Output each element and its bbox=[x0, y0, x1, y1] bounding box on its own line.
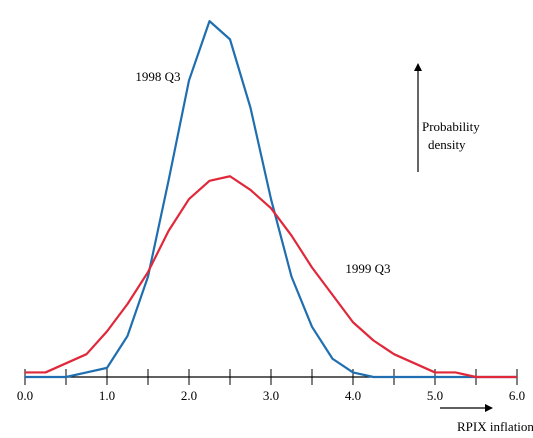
x-tick-label: 0.0 bbox=[17, 388, 33, 403]
x-tick-label: 5.0 bbox=[427, 388, 443, 403]
x-tick-label: 1.0 bbox=[99, 388, 115, 403]
series-line bbox=[25, 20, 517, 379]
y-label: density bbox=[428, 137, 466, 152]
series-label: 1999 Q3 bbox=[345, 261, 390, 276]
series-line bbox=[25, 175, 517, 379]
series-label: 1998 Q3 bbox=[135, 69, 180, 84]
x-tick-label: 6.0 bbox=[509, 388, 525, 403]
x-label: RPIX inflation bbox=[457, 419, 533, 434]
x-tick-label: 4.0 bbox=[345, 388, 361, 403]
y-label: Probability bbox=[422, 119, 480, 134]
x-tick-label: 3.0 bbox=[263, 388, 279, 403]
x-tick-label: 2.0 bbox=[181, 388, 197, 403]
